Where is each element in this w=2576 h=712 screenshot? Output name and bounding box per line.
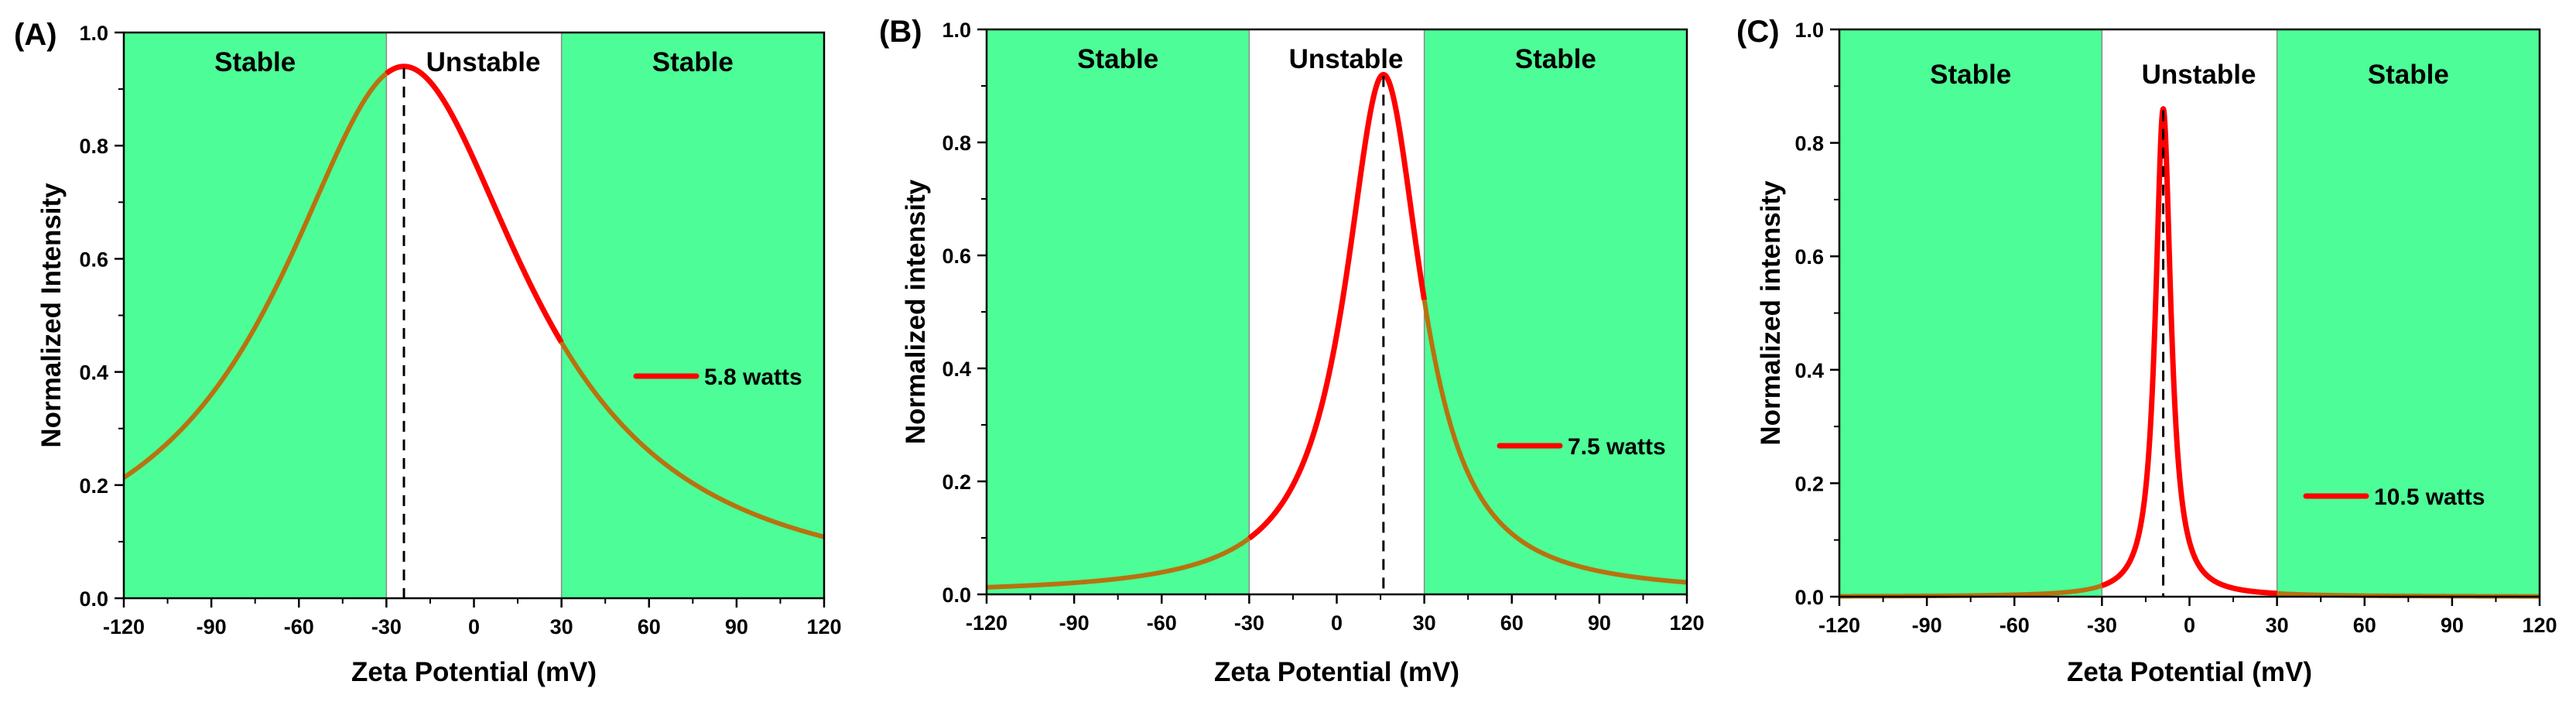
x-tick-label: -30	[1234, 611, 1264, 635]
x-tick-label: -90	[1912, 614, 1942, 637]
x-tick-label: 30	[2266, 614, 2289, 637]
legend-label: 5.8 watts	[704, 365, 802, 390]
region-stable-right-fill	[1424, 29, 1687, 594]
y-tick-label: 1.0	[79, 22, 108, 45]
y-tick-label: 0.8	[1794, 132, 1824, 156]
x-tick-label: 60	[638, 615, 661, 638]
y-tick-label: 0.4	[79, 361, 108, 385]
x-tick-label: 0	[1331, 611, 1343, 635]
y-tick-label: 0.2	[942, 471, 971, 494]
y-tick-label: 0.2	[1794, 472, 1824, 495]
region-unstable-fill	[1249, 29, 1425, 594]
x-tick-label: -120	[966, 611, 1007, 635]
region-label-stable-right: Stable	[1515, 44, 1596, 74]
x-tick-label: 120	[2522, 614, 2557, 637]
x-tick-label: -30	[2087, 614, 2117, 637]
panel-label: (B)	[879, 15, 922, 49]
region-label-stable-left: Stable	[214, 47, 296, 77]
x-tick-label: -120	[1818, 614, 1860, 637]
x-tick-label: 90	[1588, 611, 1611, 635]
x-tick-label: 120	[1669, 611, 1704, 635]
region-unstable-fill	[386, 33, 562, 598]
y-tick-label: 1.0	[1794, 19, 1824, 42]
x-axis-title: Zeta Potential (mV)	[2067, 657, 2312, 687]
series-curve-right-segment	[559, 341, 826, 539]
x-tick-label: 30	[550, 615, 573, 638]
region-label-unstable: Unstable	[1289, 44, 1404, 74]
x-tick-label: -120	[103, 615, 145, 638]
series-curve-center-segment	[384, 63, 564, 345]
x-tick-label: 60	[1500, 611, 1524, 635]
x-tick-label: -30	[371, 615, 402, 638]
legend-label: 10.5 watts	[2374, 484, 2485, 510]
y-tick-label: 0.8	[942, 132, 971, 155]
region-label-stable-left: Stable	[1930, 60, 2011, 90]
y-tick-label: 1.0	[942, 19, 971, 42]
x-axis-title: Zeta Potential (mV)	[1214, 657, 1459, 687]
region-stable-right-fill	[2277, 29, 2540, 597]
x-tick-label: -90	[1059, 611, 1090, 635]
x-tick-label: -60	[1147, 611, 1177, 635]
series-curve-left-segment	[984, 536, 1251, 590]
region-unstable-fill	[2102, 29, 2277, 597]
x-tick-label: -90	[197, 615, 227, 638]
region-label-stable-right: Stable	[652, 47, 734, 77]
region-label-stable-right: Stable	[2368, 60, 2449, 90]
y-axis-title: Normalized Intensity	[36, 183, 67, 448]
x-tick-label: 30	[1413, 611, 1436, 635]
chart-panel-3: -120 -90 -60 -30 0 30 60 90 120 0.0 0.2 0.4 0.6 0.8 1.…	[1736, 15, 2557, 687]
y-tick-label: 0.8	[79, 135, 108, 158]
series-curve-center-segment	[2099, 106, 2280, 597]
y-tick-label: 0.6	[1794, 245, 1824, 269]
x-tick-label: -60	[2000, 614, 2030, 637]
region-label-stable-left: Stable	[1077, 44, 1158, 74]
series-curve-center-segment	[1247, 71, 1428, 541]
y-tick-label: 0.0	[942, 584, 971, 607]
x-tick-label: -60	[284, 615, 314, 638]
y-tick-label: 0.0	[79, 587, 108, 611]
region-label-unstable: Unstable	[426, 47, 541, 77]
x-tick-label: 60	[2353, 614, 2376, 637]
y-tick-label: 0.4	[1794, 359, 1824, 382]
chart-panel-2: -120 -90 -60 -30 0 30 60 90 120 0.0 0.2 0.4 0.6 0.8 1.…	[879, 15, 1705, 687]
y-tick-label: 0.4	[942, 358, 971, 381]
panel-label: (A)	[14, 18, 57, 52]
region-stable-right-fill	[561, 33, 824, 598]
panel-label: (C)	[1736, 15, 1780, 49]
x-axis-title: Zeta Potential (mV)	[351, 657, 597, 687]
region-stable-left-fill	[124, 33, 387, 598]
x-tick-label: 120	[806, 615, 841, 638]
y-axis-title: Normalized intensity	[1756, 180, 1786, 446]
x-tick-label: 0	[468, 615, 480, 638]
y-tick-label: 0.0	[1794, 586, 1824, 609]
region-stable-left-fill	[1839, 29, 2102, 597]
x-tick-label: 90	[725, 615, 748, 638]
series-curve-left-segment	[121, 71, 388, 480]
x-tick-label: 0	[2184, 614, 2195, 637]
region-label-unstable: Unstable	[2142, 60, 2256, 90]
legend-label: 7.5 watts	[1568, 434, 1666, 460]
region-stable-left-fill	[987, 29, 1250, 594]
y-tick-label: 0.2	[79, 474, 108, 498]
y-tick-label: 0.6	[79, 248, 108, 271]
y-axis-title: Normalized intensity	[901, 179, 931, 444]
chart-panel-1: -120 -90 -60 -30 0 30 60 90 120 0.0 0.2 0.4 0.6 0.8 1.…	[14, 18, 842, 687]
series-curve-right-segment	[1421, 300, 1689, 585]
y-tick-label: 0.6	[942, 245, 971, 268]
x-tick-label: 90	[2441, 614, 2464, 637]
